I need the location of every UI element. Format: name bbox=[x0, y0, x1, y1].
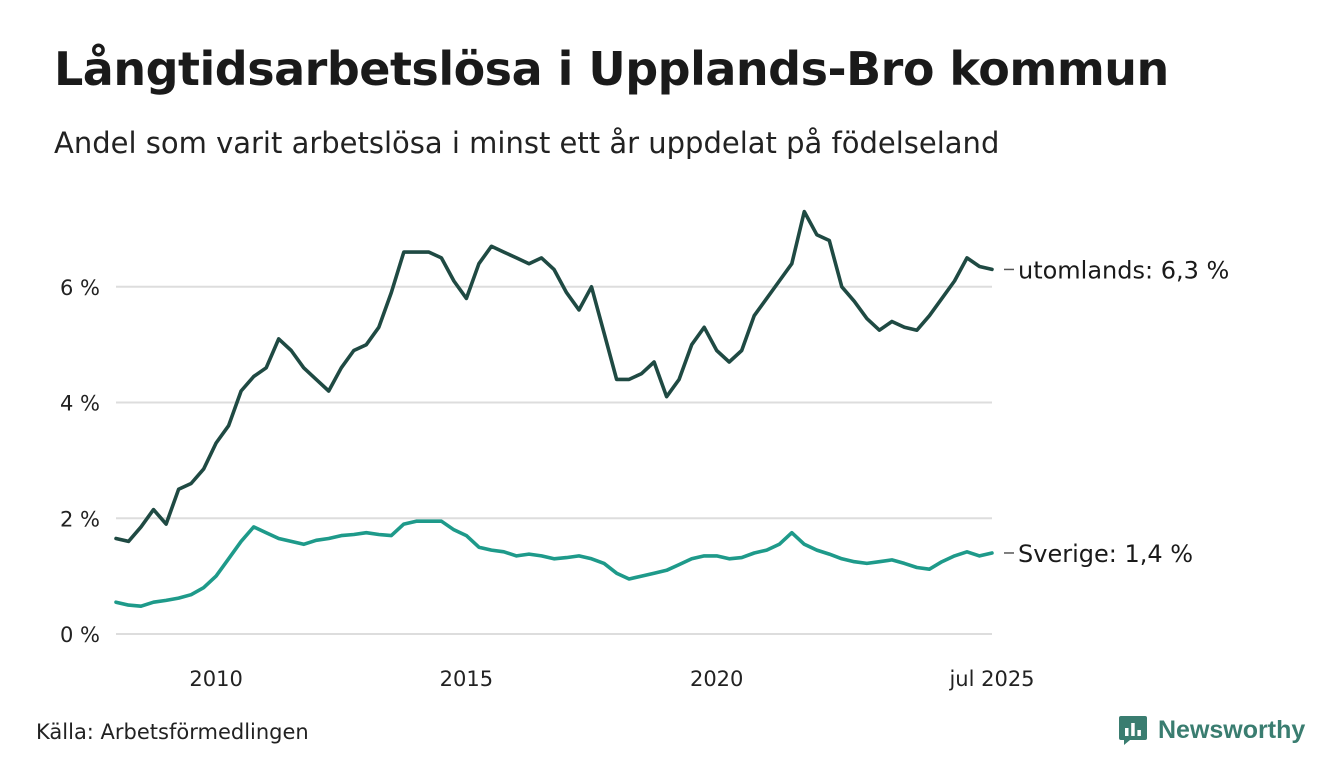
end-label-sverige: Sverige: 1,4 % bbox=[1018, 540, 1193, 568]
brand-name: Newsworthy bbox=[1158, 715, 1306, 744]
x-tick-label: 2010 bbox=[189, 667, 242, 691]
end-label-utomlands: utomlands: 6,3 % bbox=[1018, 256, 1229, 284]
x-tick-label: 2015 bbox=[440, 667, 493, 691]
grid-lines bbox=[116, 285, 992, 635]
y-tick-label: 0 % bbox=[60, 623, 100, 647]
series-line-sverige bbox=[114, 519, 994, 608]
series-line-utomlands bbox=[114, 209, 994, 544]
x-axis: 2010 2015 2020 jul 2025 bbox=[189, 667, 1034, 691]
y-axis: 0 % 2 % 4 % 6 % bbox=[60, 276, 100, 647]
end-labels: utomlands: 6,3 % Sverige: 1,4 % bbox=[1004, 256, 1229, 568]
brand-logo[interactable]: Newsworthy bbox=[1118, 714, 1305, 746]
newsworthy-logo-icon bbox=[1119, 716, 1147, 745]
source-note: Källa: Arbetsförmedlingen bbox=[36, 720, 309, 744]
chart-subtitle: Andel som varit arbetslösa i minst ett å… bbox=[54, 126, 1000, 160]
y-tick-label: 6 % bbox=[60, 276, 100, 300]
x-tick-label: jul 2025 bbox=[948, 667, 1034, 691]
x-tick-label: 2020 bbox=[690, 667, 743, 691]
y-tick-label: 4 % bbox=[60, 392, 100, 416]
chart-title: Långtidsarbetslösa i Upplands-Bro kommun bbox=[54, 42, 1169, 96]
series-lines bbox=[114, 209, 994, 608]
y-tick-label: 2 % bbox=[60, 507, 100, 531]
